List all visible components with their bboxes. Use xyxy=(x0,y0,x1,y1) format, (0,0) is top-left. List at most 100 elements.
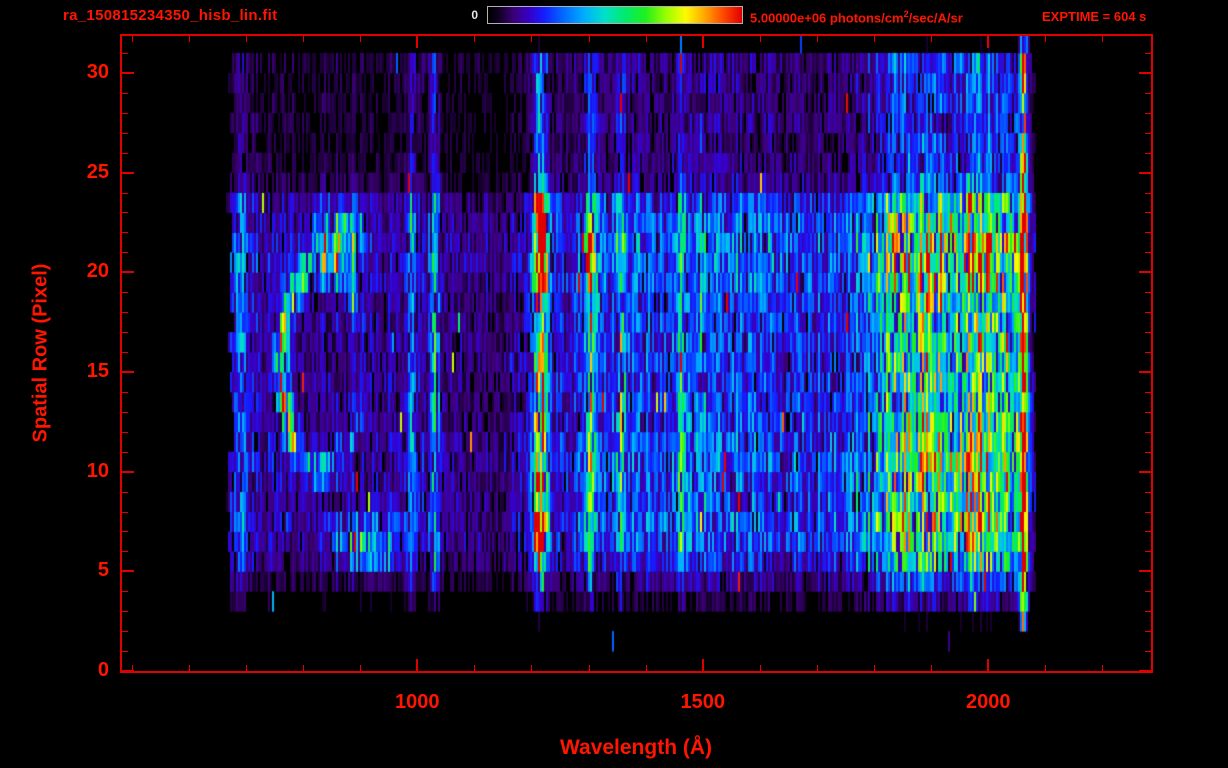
y-minor-tick xyxy=(1145,332,1151,334)
y-major-tick xyxy=(122,171,134,174)
x-major-tick xyxy=(416,36,419,48)
y-major-tick xyxy=(1139,370,1151,373)
y-minor-tick xyxy=(122,411,128,413)
x-tick-label: 2000 xyxy=(966,691,1011,713)
colorbar-gradient xyxy=(487,6,743,24)
y-minor-tick xyxy=(122,192,128,194)
y-minor-tick xyxy=(122,52,128,54)
spectral-heatmap-canvas xyxy=(122,36,1151,671)
y-minor-tick xyxy=(1145,232,1151,234)
x-minor-tick xyxy=(303,665,305,671)
y-minor-tick xyxy=(1145,292,1151,294)
x-tick-label: 1000 xyxy=(394,691,440,713)
x-minor-tick xyxy=(1045,36,1047,42)
y-major-tick xyxy=(1139,271,1151,274)
x-minor-tick xyxy=(759,665,761,671)
y-major-tick xyxy=(1139,470,1151,473)
colorbar-max-label: 5.00000e+06 photons/cm2/sec/A/sr xyxy=(750,9,963,25)
x-minor-tick xyxy=(360,665,362,671)
y-minor-tick xyxy=(1145,491,1151,493)
x-minor-tick xyxy=(645,36,647,42)
y-minor-tick xyxy=(1145,212,1151,214)
y-tick-label: 10 xyxy=(86,459,109,482)
y-minor-tick xyxy=(122,451,128,453)
y-minor-tick xyxy=(122,252,128,254)
y-minor-tick xyxy=(1145,352,1151,353)
y-minor-tick xyxy=(1145,92,1151,94)
x-minor-tick xyxy=(1102,36,1104,42)
y-major-tick xyxy=(122,670,134,671)
x-minor-tick xyxy=(360,36,362,42)
y-tick-label: 15 xyxy=(86,359,109,382)
colorbar-min-label: 0 xyxy=(471,8,478,22)
y-minor-tick xyxy=(1145,312,1151,314)
y-minor-tick xyxy=(1145,52,1151,54)
x-tick-label: 1500 xyxy=(680,691,725,713)
y-minor-tick xyxy=(122,531,128,533)
x-minor-tick xyxy=(816,665,818,671)
y-minor-tick xyxy=(122,152,128,154)
y-major-tick xyxy=(122,370,134,373)
y-minor-tick xyxy=(1145,152,1151,154)
y-minor-tick xyxy=(1145,611,1151,613)
x-minor-tick xyxy=(931,36,933,42)
x-minor-tick xyxy=(874,36,876,42)
filename-label: ra_150815234350_hisb_lin.fit xyxy=(63,7,278,24)
x-minor-tick xyxy=(816,36,818,42)
y-major-tick xyxy=(122,570,134,573)
y-minor-tick xyxy=(122,112,128,114)
y-minor-tick xyxy=(122,651,128,653)
x-minor-tick xyxy=(245,665,247,671)
x-tick-labels: 1000 1500 2000 xyxy=(122,691,1151,719)
y-minor-tick xyxy=(1145,132,1151,134)
x-minor-tick xyxy=(188,665,190,671)
y-minor-tick xyxy=(1145,631,1151,633)
x-minor-tick xyxy=(474,665,476,671)
x-minor-tick xyxy=(245,36,247,42)
x-major-tick xyxy=(701,659,704,671)
x-minor-tick xyxy=(588,665,590,671)
y-minor-tick xyxy=(1145,551,1151,553)
exptime-label: EXPTIME = 604 s xyxy=(1042,9,1147,24)
x-minor-tick xyxy=(303,36,305,42)
y-minor-tick xyxy=(122,332,128,334)
x-minor-tick xyxy=(131,36,133,42)
y-minor-tick xyxy=(122,292,128,294)
y-minor-tick xyxy=(1145,411,1151,413)
y-minor-tick xyxy=(1145,391,1151,393)
y-minor-tick xyxy=(1145,531,1151,533)
x-minor-tick xyxy=(531,665,533,671)
y-minor-tick xyxy=(1145,451,1151,453)
x-minor-tick xyxy=(645,665,647,671)
y-minor-tick xyxy=(122,551,128,553)
y-minor-tick xyxy=(122,212,128,214)
x-minor-tick xyxy=(874,665,876,671)
y-major-tick xyxy=(122,470,134,473)
y-minor-tick xyxy=(122,312,128,314)
y-minor-tick xyxy=(122,611,128,613)
x-major-tick xyxy=(701,36,704,48)
colorbar-max-prefix: 5.00000e+06 photons/cm xyxy=(750,10,904,26)
y-minor-tick xyxy=(1145,651,1151,653)
y-minor-tick xyxy=(122,431,128,433)
x-major-tick xyxy=(987,659,990,671)
y-tick-label: 30 xyxy=(86,60,109,83)
y-major-tick xyxy=(1139,570,1151,573)
y-major-tick xyxy=(1139,71,1151,74)
y-minor-tick xyxy=(122,631,128,633)
x-minor-tick xyxy=(531,36,533,42)
y-minor-tick xyxy=(122,92,128,94)
y-minor-tick xyxy=(1145,112,1151,114)
x-minor-tick xyxy=(474,36,476,42)
x-minor-tick xyxy=(131,665,133,671)
y-minor-tick xyxy=(122,391,128,393)
y-tick-label: 25 xyxy=(86,160,109,183)
x-minor-tick xyxy=(1102,665,1104,671)
x-major-tick xyxy=(987,36,990,48)
y-major-tick xyxy=(1139,171,1151,174)
y-minor-tick xyxy=(122,232,128,234)
y-tick-label: 5 xyxy=(97,559,109,582)
y-minor-tick xyxy=(1145,192,1151,194)
y-major-tick xyxy=(122,71,134,74)
